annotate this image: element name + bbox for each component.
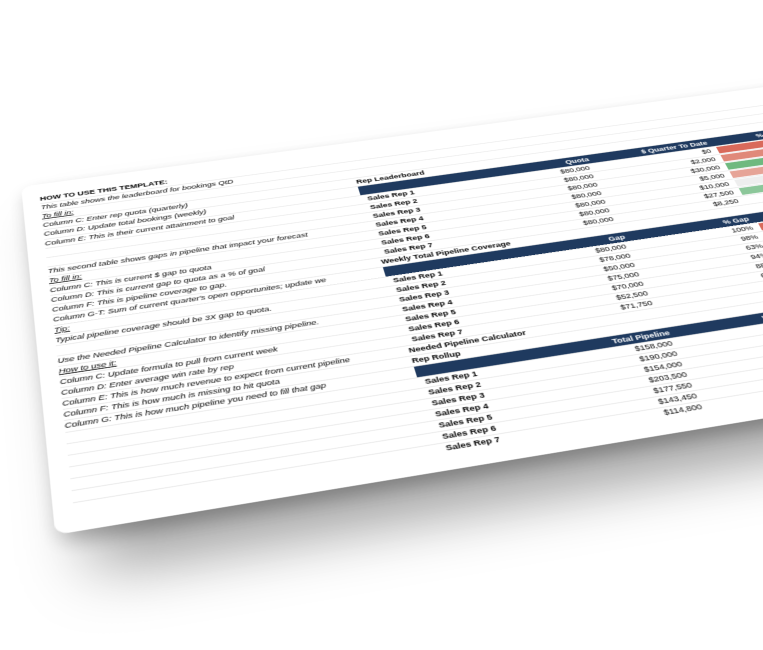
spreadsheet-sheet: HOW TO USE THIS TEMPLATE: This table sho…	[21, 79, 763, 535]
